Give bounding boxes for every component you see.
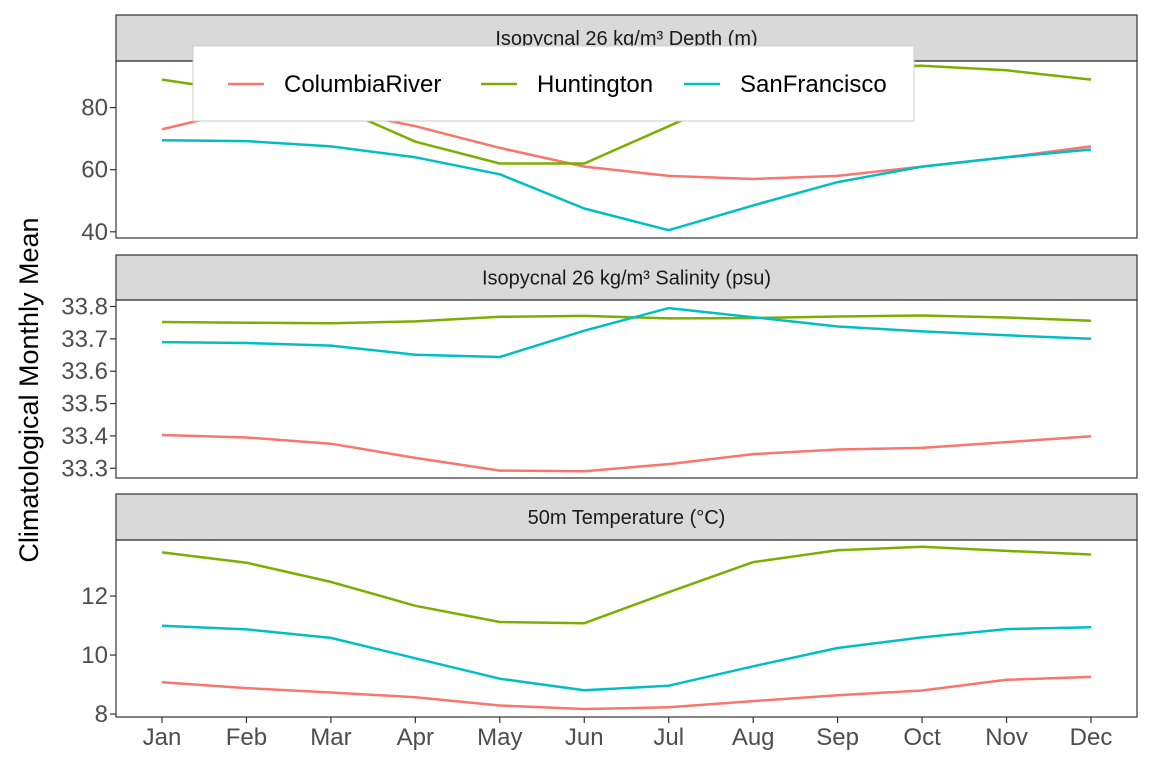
x-tick-label: Oct [903,724,941,751]
legend-label-columbiariver: ColumbiaRiver [284,71,441,98]
series-line-sanfrancisco [161,624,1092,692]
series-line-columbiariver [161,433,1092,473]
legend-label-huntington: Huntington [537,71,653,98]
x-tick-label: Apr [397,724,434,751]
legend-box [192,45,915,122]
legend: ColumbiaRiver Huntington SanFrancisco [192,45,915,122]
series-line-sanfrancisco [161,138,1092,232]
facet-strip-2 [115,254,1138,301]
y-tick-label: 60 [81,157,108,184]
series-line-huntington [161,545,1092,625]
facet-title-2: Isopycnal 26 kg/m³ Salinity (psu) [482,268,771,290]
panel-border-2 [115,299,1138,479]
facet-panel-3: 50m Temperature (°C) 8 10 12 [81,493,1138,728]
series-line-columbiariver [161,675,1092,711]
legend-label-sanfrancisco: SanFrancisco [740,71,887,98]
series-line-huntington [161,314,1092,325]
y-tick-label: 8 [95,701,108,728]
x-tick-label: Feb [226,724,267,751]
panels-layer: Isopycnal 26 kg/m³ Depth (m) 40 60 80 Isopyc… [61,14,1138,728]
y-tick-label: 33.3 [61,455,108,482]
y-tick-label: 10 [81,642,108,669]
series-line-sanfrancisco [161,306,1092,359]
y-tick-label: 33.8 [61,293,108,320]
x-tick-label: May [477,724,522,751]
y-tick-label: 12 [81,583,108,610]
x-tick-label: Jan [143,724,182,751]
y-tick-label: 80 [81,95,108,122]
panel-border-3 [115,539,1138,718]
facet-title-3: 50m Temperature (°C) [528,507,726,529]
x-tick-label: Dec [1070,724,1113,751]
x-tick-label: Jun [565,724,604,751]
x-tick-label: Jul [653,724,684,751]
y-tick-label: 33.5 [61,391,108,418]
x-axis: Jan Feb Mar Apr May Jun Jul Aug Sep Oct Nov Dec [143,717,1113,751]
y-axis-title: Climatological Monthly Mean [14,217,44,562]
y-tick-label: 33.4 [61,423,108,450]
x-tick-label: Aug [732,724,775,751]
x-tick-label: Nov [985,724,1028,751]
facet-title-1: Isopycnal 26 kg/m³ Depth (m) [495,28,757,50]
y-tick-label: 33.7 [61,326,108,353]
y-tick-label: 40 [81,219,108,246]
facet-panel-2: Isopycnal 26 kg/m³ Salinity (psu) 33.3 33.… [61,254,1138,482]
x-tick-label: Mar [310,724,351,751]
x-tick-label: Sep [816,724,859,751]
y-tick-label: 33.6 [61,358,108,385]
